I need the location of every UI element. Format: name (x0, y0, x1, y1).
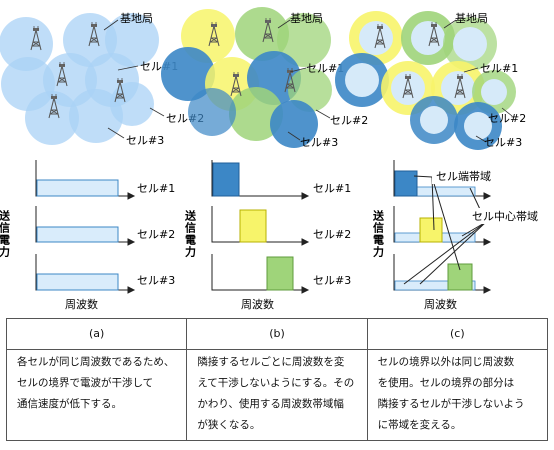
label-cell1-chart-b: セル#1 (313, 182, 351, 195)
cell-frequency-diagram: 基地局 セル#1 セル#2 セル#3 基地局 セル#1 セル#2 セル#3 (0, 7, 538, 311)
caption-table: (a) (b) (c) 各セルが同じ周波数であるため、 セルの境界で電波が干渉し… (5, 318, 549, 441)
band-a-cell1 (36, 179, 119, 197)
caption-desc-a: 各セルが同じ周波数であるため、 セルの境界で電波が干渉して 通信速度が低下する。 (5, 349, 188, 441)
label-cell3-c: セル#3 (484, 136, 522, 149)
caption-header-a: (a) (5, 318, 188, 350)
band-c-cell3-edge (447, 263, 473, 291)
panel-a-cells (0, 13, 165, 145)
caption-desc-c: セルの境界以外は同じ周波数 を使用。セルの境界の部分は 隣接するセルが干渉しない… (366, 349, 549, 441)
caption-header-b: (b) (186, 318, 368, 350)
caption-desc-line: に帯域を変える。 (377, 419, 462, 431)
panel-b-cells (161, 7, 332, 148)
caption-header-c: (c) (366, 318, 549, 350)
panel-c-cells (335, 11, 516, 150)
band-c-cell3-center (394, 280, 476, 291)
caption-desc-line: 通信速度が低下する。 (17, 398, 122, 410)
label-cell2-chart-b: セル#2 (313, 228, 351, 241)
label-cell3-a: セル#3 (126, 134, 164, 147)
label-cell1-b: セル#1 (306, 62, 344, 75)
caption-desc-line: が狭くなる。 (197, 419, 261, 431)
label-cell1-c: セル#1 (480, 62, 518, 75)
label-base-station-c: 基地局 (455, 12, 488, 25)
label-tx-power-c: 送信電力 (372, 209, 386, 258)
caption-desc-line: 各セルが同じ周波数であるため、 (17, 356, 175, 368)
band-a-cell2 (36, 226, 119, 243)
label-cell3-chart-a: セル#3 (137, 274, 175, 287)
caption-desc-line: セルの境界で電波が干渉して (17, 377, 154, 389)
annotation-arrows (403, 175, 487, 285)
label-cell2-c: セル#2 (488, 112, 526, 125)
caption-desc-line: を使用。セルの境界の部分は (377, 377, 515, 389)
label-edge-band: セル端帯域 (436, 170, 491, 183)
band-b-cell2 (239, 209, 267, 243)
caption-desc-line: 隣接するセルが干渉しないよう (377, 398, 525, 410)
label-frequency-a: 周波数 (65, 298, 98, 311)
caption-header-row: (a) (b) (c) (5, 318, 549, 350)
band-b-cell1 (212, 162, 240, 197)
label-cell2-chart-a: セル#2 (137, 228, 175, 241)
band-c-cell1-edge (394, 170, 418, 197)
band-c-cell2-edge (419, 217, 443, 243)
label-frequency-c: 周波数 (424, 298, 457, 311)
caption-desc-line: セルの境界以外は同じ周波数 (377, 356, 515, 368)
label-cell3-b: セル#3 (300, 136, 338, 149)
band-b-cell3 (266, 256, 294, 291)
label-tx-power-b: 送信電力 (184, 209, 198, 258)
caption-desc-row: 各セルが同じ周波数であるため、 セルの境界で電波が干渉して 通信速度が低下する。… (5, 349, 549, 441)
label-frequency-b: 周波数 (241, 298, 274, 311)
label-cell3-chart-b: セル#3 (313, 274, 351, 287)
caption-desc-line: 隣接するセルごとに周波数を変 (197, 356, 345, 368)
caption-desc-b: 隣接するセルごとに周波数を変 えて干渉しないようにする。その かわり、使用する周… (186, 349, 368, 441)
label-cell1-chart-a: セル#1 (137, 182, 175, 195)
caption-desc-line: えて干渉しないようにする。その (197, 377, 355, 389)
label-cell2-b: セル#2 (330, 114, 368, 127)
caption-desc-line: かわり、使用する周波数帯域幅 (197, 398, 344, 410)
band-a-cell3 (36, 273, 119, 291)
label-base-station-a: 基地局 (120, 12, 153, 25)
label-tx-power-a: 送信電力 (0, 209, 11, 258)
label-center-band: セル中心帯域 (472, 210, 538, 223)
label-base-station-b: 基地局 (290, 12, 323, 25)
